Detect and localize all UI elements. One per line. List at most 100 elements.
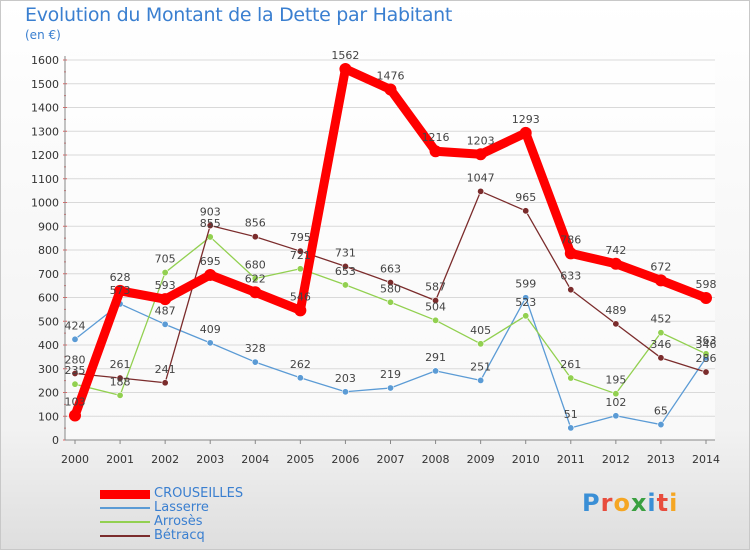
data-point: [251, 274, 259, 282]
data-label: 251: [470, 360, 491, 373]
x-tick-label: 2004: [241, 453, 269, 466]
y-tick-label: 1400: [31, 102, 59, 115]
data-point: [296, 374, 304, 382]
y-tick-label: 200: [38, 387, 59, 400]
data-label: 721: [290, 249, 311, 262]
data-label: 731: [335, 246, 356, 259]
y-tick-label: 800: [38, 244, 59, 257]
data-point: [567, 424, 575, 432]
data-point: [477, 340, 485, 348]
data-label: 598: [696, 278, 717, 291]
y-tick-label: 1500: [31, 78, 59, 91]
data-point: [567, 374, 575, 382]
x-tick-label: 2012: [602, 453, 630, 466]
data-point: [657, 329, 665, 337]
data-label: 705: [155, 253, 176, 266]
data-label: 663: [380, 263, 401, 276]
data-point: [161, 320, 169, 328]
data-label: 219: [380, 368, 401, 381]
data-point: [477, 376, 485, 384]
legend-swatch: [100, 489, 150, 499]
data-label: 235: [65, 364, 86, 377]
data-point: [474, 148, 487, 161]
data-label: 903: [200, 206, 221, 219]
data-point: [69, 409, 81, 422]
x-tick-label: 2002: [151, 453, 179, 466]
data-label: 1047: [467, 171, 495, 184]
data-point: [432, 367, 440, 375]
data-point: [204, 268, 217, 281]
data-point: [432, 316, 440, 324]
data-label: 523: [515, 296, 536, 309]
x-tick-label: 2005: [286, 453, 314, 466]
data-point: [341, 281, 349, 289]
data-label: 346: [696, 338, 717, 351]
x-tick-label: 2014: [692, 453, 720, 466]
x-tick-label: 2011: [557, 453, 585, 466]
x-tick-label: 2000: [61, 453, 89, 466]
legend-swatch: [100, 507, 150, 509]
data-point: [702, 350, 710, 358]
legend-label: Lasserre: [154, 500, 209, 515]
data-point: [161, 269, 169, 277]
data-point: [522, 294, 530, 302]
x-tick-label: 2008: [422, 453, 450, 466]
data-point: [341, 388, 349, 396]
data-point: [429, 145, 442, 158]
data-label: 1476: [377, 69, 405, 82]
data-label: 286: [696, 352, 717, 365]
data-point: [700, 291, 712, 304]
data-label: 742: [605, 244, 626, 257]
legend-label: CROUSEILLES: [154, 486, 244, 501]
data-point: [296, 247, 304, 255]
x-tick-label: 2010: [512, 453, 540, 466]
data-label: 489: [605, 304, 626, 317]
proxiti-logo: Proxiti: [582, 489, 679, 517]
data-point: [159, 293, 172, 306]
data-point: [612, 412, 620, 420]
data-label: 653: [335, 265, 356, 278]
data-point: [386, 384, 394, 392]
data-point: [339, 63, 352, 76]
data-label: 328: [245, 342, 266, 355]
data-label: 409: [200, 323, 221, 336]
data-point: [116, 391, 124, 399]
data-point: [612, 390, 620, 398]
data-point: [251, 233, 259, 241]
data-label: 622: [245, 272, 266, 285]
y-tick-label: 700: [38, 268, 59, 281]
data-point: [249, 286, 262, 299]
data-label: 786: [560, 233, 581, 246]
data-label: 261: [110, 358, 131, 371]
data-label: 599: [515, 278, 536, 291]
data-point: [296, 265, 304, 273]
legend-swatch: [100, 521, 150, 523]
data-label: 1562: [331, 49, 359, 62]
data-point: [386, 279, 394, 287]
chart-unit: (en €): [25, 28, 61, 42]
legend-swatch: [100, 535, 150, 537]
legend-label: Bétracq: [154, 528, 205, 543]
x-tick-label: 2007: [377, 453, 405, 466]
data-label: 855: [200, 217, 221, 230]
y-tick-label: 400: [38, 339, 59, 352]
data-label: 261: [560, 358, 581, 371]
data-label: 241: [155, 363, 176, 376]
x-tick-label: 2006: [331, 453, 359, 466]
data-label: 965: [515, 191, 536, 204]
data-label: 65: [654, 405, 668, 418]
data-label: 262: [290, 358, 311, 371]
data-label: 188: [110, 375, 131, 388]
data-label: 695: [200, 255, 221, 268]
data-point: [609, 257, 622, 270]
data-label: 487: [155, 304, 176, 317]
y-tick-label: 1200: [31, 149, 59, 162]
y-tick-label: 1100: [31, 173, 59, 186]
x-tick-label: 2009: [467, 453, 495, 466]
data-label: 593: [155, 279, 176, 292]
y-tick-label: 600: [38, 292, 59, 305]
y-tick-label: 100: [38, 410, 59, 423]
data-label: 680: [245, 259, 266, 272]
chart-title: Evolution du Montant de la Dette par Hab…: [25, 4, 453, 26]
data-point: [477, 187, 485, 195]
